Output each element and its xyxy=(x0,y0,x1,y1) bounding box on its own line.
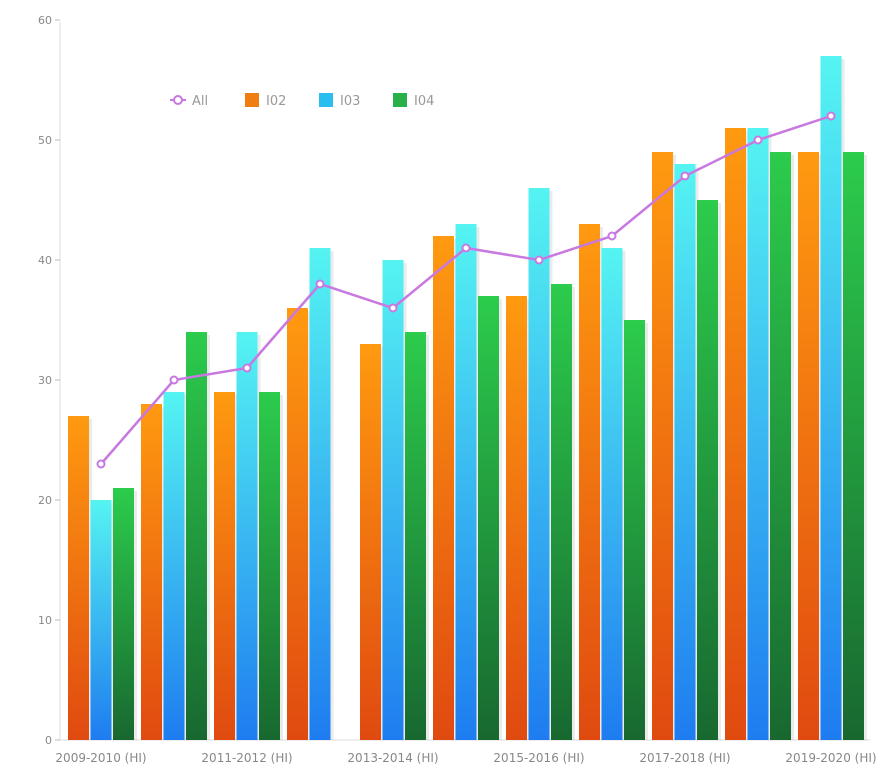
bar-i03-11 xyxy=(820,56,842,740)
bar-shadow xyxy=(645,323,648,740)
point-all-9 xyxy=(680,171,690,181)
bar-i03-9 xyxy=(674,164,696,740)
y-tick-label: 50 xyxy=(38,134,52,147)
point-all-11 xyxy=(826,111,836,121)
bar-shadow xyxy=(718,203,721,740)
bar-i03-10 xyxy=(747,128,769,740)
bar-i03-1 xyxy=(90,500,112,740)
bar-i02-4 xyxy=(287,308,308,740)
bar-i03-5 xyxy=(382,260,404,740)
bar-i03-7 xyxy=(528,188,550,740)
bar-shadow xyxy=(791,155,794,740)
legend-label-all: All xyxy=(192,94,208,109)
bar-i04-2 xyxy=(186,332,207,740)
y-tick-label: 20 xyxy=(38,494,52,507)
bar-marks xyxy=(68,56,867,740)
bar-i03-4 xyxy=(309,248,331,740)
bar-i02-5 xyxy=(360,344,381,740)
point-all-6 xyxy=(461,243,471,253)
x-tick-label: 2009-2010 (HI) xyxy=(55,751,146,765)
bar-i03-3 xyxy=(236,332,258,740)
point-all-8 xyxy=(607,231,617,241)
bar-i02-2 xyxy=(141,404,162,740)
bar-i02-10 xyxy=(725,128,746,740)
y-tick-label: 30 xyxy=(38,374,52,387)
line-marks xyxy=(96,111,836,469)
legend-swatch-i02 xyxy=(245,93,259,107)
bar-i02-6 xyxy=(433,236,454,740)
point-all-5 xyxy=(388,303,398,313)
y-tick-label: 10 xyxy=(38,614,52,627)
bar-i02-11 xyxy=(798,152,819,740)
legend-marker-all xyxy=(173,95,183,105)
bar-i03-6 xyxy=(455,224,477,740)
bar-shadow xyxy=(864,155,867,740)
point-all-1 xyxy=(96,459,106,469)
bar-i04-9 xyxy=(697,200,718,740)
point-all-7 xyxy=(534,255,544,265)
bar-i02-8 xyxy=(579,224,600,740)
y-axis-ticks: 0 10 20 30 40 50 60 xyxy=(38,14,60,747)
y-tick-label: 40 xyxy=(38,254,52,267)
bar-shadow xyxy=(330,251,334,740)
point-all-10 xyxy=(753,135,763,145)
x-tick-label: 2019-2020 (HI) xyxy=(785,751,876,765)
bar-shadow xyxy=(134,491,137,740)
x-tick-label: 2015-2016 (HI) xyxy=(493,751,584,765)
bar-i02-7 xyxy=(506,296,527,740)
y-tick-label: 60 xyxy=(38,14,52,27)
bar-i04-7 xyxy=(551,284,572,740)
bar-shadow xyxy=(280,395,283,740)
bar-i03-2 xyxy=(163,392,185,740)
point-all-4 xyxy=(315,279,325,289)
bar-i04-1 xyxy=(113,488,134,740)
bar-shadow xyxy=(207,335,210,740)
point-all-3 xyxy=(242,363,252,373)
bar-shadow xyxy=(426,335,429,740)
bar-i02-3 xyxy=(214,392,235,740)
legend: All I02 I03 I04 xyxy=(170,93,434,109)
x-tick-label: 2013-2014 (HI) xyxy=(347,751,438,765)
y-tick-label: 0 xyxy=(45,734,52,747)
x-tick-label: 2017-2018 (HI) xyxy=(639,751,730,765)
bar-i02-9 xyxy=(652,152,673,740)
x-tick-label: 2011-2012 (HI) xyxy=(201,751,292,765)
bar-i04-11 xyxy=(843,152,864,740)
bar-i04-10 xyxy=(770,152,791,740)
bar-shadow xyxy=(572,287,575,740)
bar-i03-8 xyxy=(601,248,623,740)
x-axis-ticks: 2009-2010 (HI) 2011-2012 (HI) 2013-2014 (H… xyxy=(55,751,876,765)
legend-label-i03: I03 xyxy=(340,94,360,109)
legend-label-i04: I04 xyxy=(414,94,434,109)
bar-i02-1 xyxy=(68,416,89,740)
bar-i04-8 xyxy=(624,320,645,740)
legend-swatch-i04 xyxy=(393,93,407,107)
legend-swatch-i03 xyxy=(319,93,333,107)
bar-i04-3 xyxy=(259,392,280,740)
bar-i04-5 xyxy=(405,332,426,740)
legend-label-i02: I02 xyxy=(266,94,286,109)
bar-shadow xyxy=(499,299,502,740)
point-all-2 xyxy=(169,375,179,385)
bar-i04-6 xyxy=(478,296,499,740)
